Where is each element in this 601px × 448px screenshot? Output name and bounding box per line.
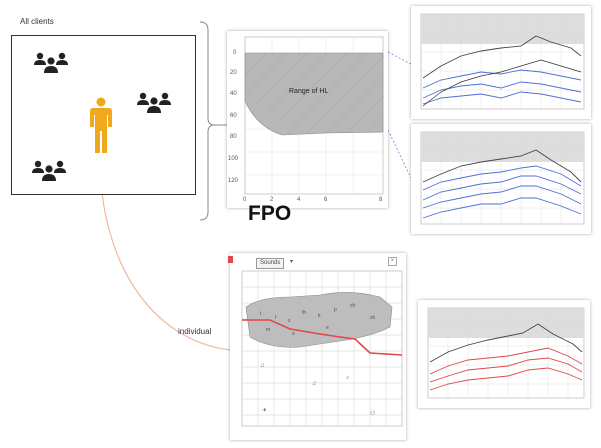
y-tick-label: 40 — [230, 91, 237, 97]
svg-text:f: f — [275, 315, 277, 321]
y-tick-label: 80 — [230, 134, 237, 140]
y-tick-label: 20 — [230, 70, 237, 76]
individual-label: individual — [178, 327, 212, 336]
client-threshold-line — [242, 319, 403, 356]
fpo-label: FPO — [248, 202, 292, 225]
range-of-hl-label: Range of HL — [289, 88, 329, 95]
y-tick-label: 120 — [228, 178, 239, 184]
group-of-people-icon — [34, 52, 68, 73]
all-clients-box — [11, 35, 196, 195]
example-spectrum-panel-middle — [411, 124, 591, 234]
speech-banana-area — [245, 292, 393, 348]
all-clients-label: All clients — [20, 17, 54, 26]
svg-text:e: e — [326, 325, 329, 331]
example-spectrum-panel-bottom — [418, 300, 590, 408]
group-of-people-icon — [137, 92, 171, 113]
hearing-loss-range-area — [244, 52, 384, 136]
y-tick-label: 100 — [228, 156, 239, 162]
y-tick-label: 60 — [230, 113, 237, 119]
svg-text:k: k — [318, 313, 321, 319]
svg-text:♫: ♫ — [260, 363, 265, 369]
red-corner-marker — [228, 256, 233, 263]
svg-text:t: t — [260, 311, 262, 317]
close-icon[interactable]: × — [388, 257, 397, 266]
sound-selector-dropdown[interactable]: Sounds — [256, 258, 285, 269]
audiogram-plot: t f s th k p ch sh m o e ♫ ♫ ♪ ✈ ⚇ — [241, 270, 403, 427]
group-of-people-icon — [32, 160, 66, 181]
x-tick-label: 2 — [270, 197, 274, 203]
x-tick-label: 8 — [379, 197, 383, 203]
x-tick-label: 4 — [297, 197, 301, 203]
svg-text:m: m — [266, 327, 270, 333]
x-tick-label: 0 — [243, 197, 247, 203]
svg-text:⚇: ⚇ — [370, 410, 375, 417]
svg-text:♫: ♫ — [312, 381, 317, 387]
x-tick-label: 6 — [324, 197, 328, 203]
range-of-hl-chart: Range of HL 0 20 40 60 80 100 120 0 2 4 … — [227, 31, 388, 208]
y-tick-label: 0 — [233, 50, 237, 56]
individual-audiogram: Sounds ▾ × t f s th k p ch sh m o e ♫ ♫ ♪ ✈ ⚇ — [228, 253, 406, 440]
svg-text:o: o — [292, 331, 295, 337]
example-spectrum-panel-top — [411, 6, 591, 119]
svg-text:✈: ✈ — [262, 407, 267, 414]
svg-text:p: p — [334, 307, 337, 313]
svg-text:♪: ♪ — [346, 375, 349, 381]
svg-text:sh: sh — [370, 315, 376, 321]
svg-text:th: th — [302, 310, 306, 316]
person-icon — [90, 97, 112, 153]
chevron-down-icon[interactable]: ▾ — [290, 259, 294, 265]
svg-text:ch: ch — [350, 303, 356, 309]
svg-text:s: s — [288, 318, 291, 324]
